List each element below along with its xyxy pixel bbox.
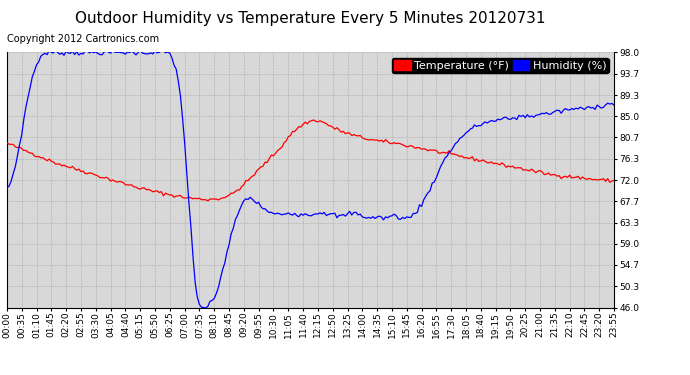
Legend: Temperature (°F), Humidity (%): Temperature (°F), Humidity (%) xyxy=(393,58,609,73)
Text: Outdoor Humidity vs Temperature Every 5 Minutes 20120731: Outdoor Humidity vs Temperature Every 5 … xyxy=(75,11,546,26)
Text: Copyright 2012 Cartronics.com: Copyright 2012 Cartronics.com xyxy=(7,34,159,44)
